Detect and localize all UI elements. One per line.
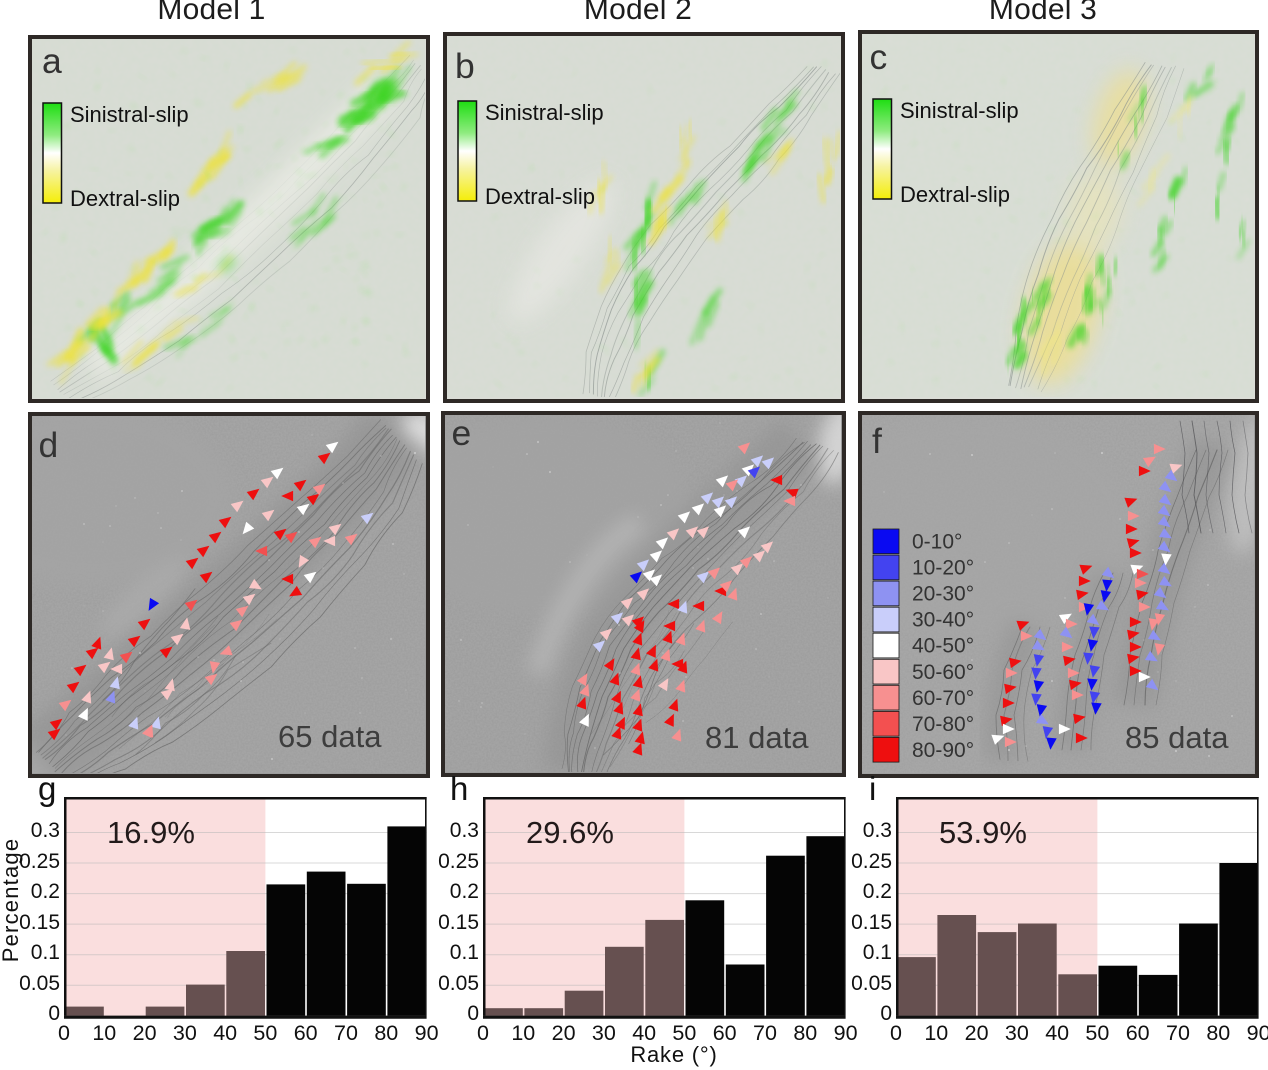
svg-text:30-40°: 30-40° (912, 608, 974, 631)
svg-text:20-30°: 20-30° (912, 582, 974, 605)
svg-text:60-70°: 60-70° (912, 686, 974, 709)
svg-text:40-50°: 40-50° (912, 634, 974, 657)
svg-text:10-20°: 10-20° (912, 556, 974, 579)
svg-text:50-60°: 50-60° (912, 660, 974, 683)
svg-text:70-80°: 70-80° (912, 712, 974, 735)
svg-text:0-10°: 0-10° (912, 530, 962, 553)
svg-text:80-90°: 80-90° (912, 738, 974, 761)
